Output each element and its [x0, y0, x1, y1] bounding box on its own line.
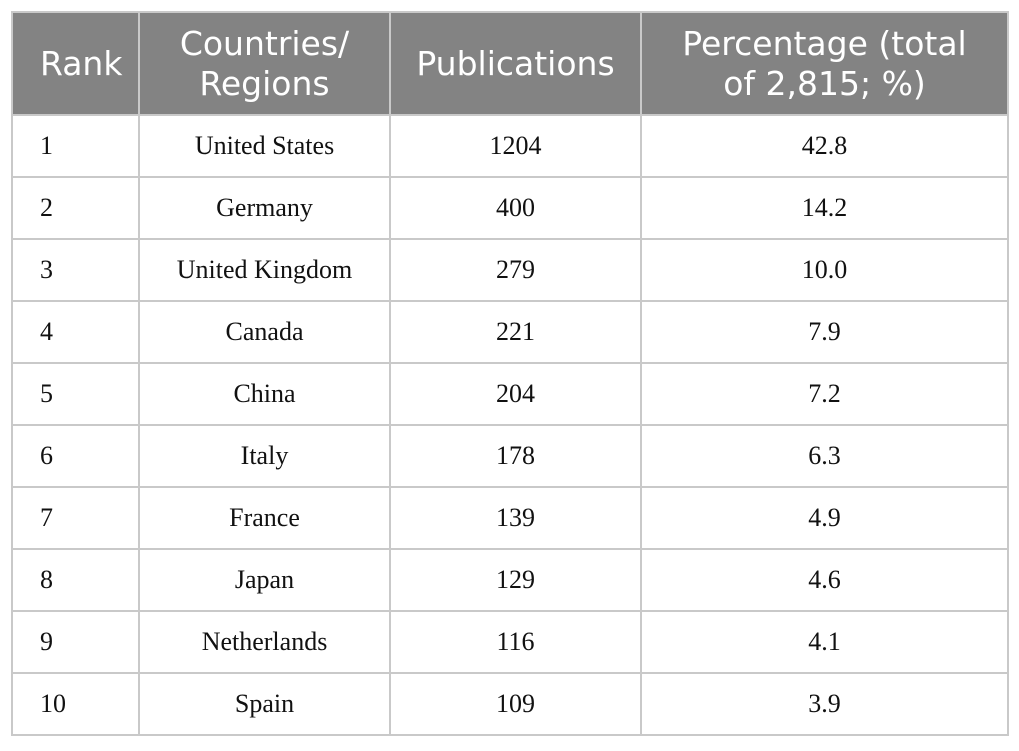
rank-cell: 7: [11, 486, 140, 550]
country-cell: Spain: [138, 672, 391, 736]
country-cell: France: [138, 486, 391, 550]
country-cell: United States: [138, 114, 391, 178]
publications-table: Rank Countries/ Regions Publications Per…: [11, 11, 1009, 736]
publications-cell: 116: [389, 610, 642, 674]
header-rank: Rank: [11, 11, 140, 116]
table-body: 1 United States 1204 42.8 2 Germany 400 14.2 3 Un…: [11, 114, 1009, 736]
publications-cell: 279: [389, 238, 642, 302]
rank-cell: 9: [11, 610, 140, 674]
country-cell: Italy: [138, 424, 391, 488]
rank-cell: 1: [11, 114, 140, 178]
percentage-cell: 3.9: [640, 672, 1009, 736]
country-cell: China: [138, 362, 391, 426]
header-percentage-line2: of 2,815; %): [723, 63, 926, 103]
header-percentage-line1: Percentage (total: [682, 23, 967, 63]
percentage-cell: 42.8: [640, 114, 1009, 178]
table-row: 2 Germany 400 14.2: [11, 176, 1009, 240]
country-cell: Japan: [138, 548, 391, 612]
header-publications: Publications: [389, 11, 642, 116]
country-cell: United Kingdom: [138, 238, 391, 302]
percentage-cell: 6.3: [640, 424, 1009, 488]
publications-cell: 109: [389, 672, 642, 736]
table-row: 1 United States 1204 42.8: [11, 114, 1009, 178]
table-row: 8 Japan 129 4.6: [11, 548, 1009, 612]
percentage-cell: 14.2: [640, 176, 1009, 240]
percentage-cell: 7.2: [640, 362, 1009, 426]
table-row: 3 United Kingdom 279 10.0: [11, 238, 1009, 302]
table-row: 4 Canada 221 7.9: [11, 300, 1009, 364]
rank-cell: 2: [11, 176, 140, 240]
table-header: Rank Countries/ Regions Publications Per…: [11, 11, 1009, 116]
table-row: 10 Spain 109 3.9: [11, 672, 1009, 736]
table-row: 6 Italy 178 6.3: [11, 424, 1009, 488]
header-countries-line2: Regions: [199, 63, 330, 103]
publications-cell: 400: [389, 176, 642, 240]
header-percentage: Percentage (total of 2,815; %): [640, 11, 1009, 116]
header-rank-label: Rank: [40, 43, 123, 83]
percentage-cell: 10.0: [640, 238, 1009, 302]
header-countries-line1: Countries/: [179, 23, 350, 63]
percentage-cell: 4.6: [640, 548, 1009, 612]
rank-cell: 5: [11, 362, 140, 426]
country-cell: Germany: [138, 176, 391, 240]
table-row: 7 France 139 4.9: [11, 486, 1009, 550]
table-row: 5 China 204 7.2: [11, 362, 1009, 426]
rank-cell: 8: [11, 548, 140, 612]
header-publications-label: Publications: [416, 43, 615, 83]
rank-cell: 10: [11, 672, 140, 736]
rank-cell: 4: [11, 300, 140, 364]
publications-cell: 139: [389, 486, 642, 550]
rank-cell: 3: [11, 238, 140, 302]
publications-cell: 178: [389, 424, 642, 488]
percentage-cell: 7.9: [640, 300, 1009, 364]
header-countries-regions: Countries/ Regions: [138, 11, 391, 116]
country-cell: Canada: [138, 300, 391, 364]
publications-cell: 1204: [389, 114, 642, 178]
percentage-cell: 4.1: [640, 610, 1009, 674]
publications-cell: 221: [389, 300, 642, 364]
percentage-cell: 4.9: [640, 486, 1009, 550]
header-row: Rank Countries/ Regions Publications Per…: [11, 11, 1009, 116]
publications-cell: 129: [389, 548, 642, 612]
table-row: 9 Netherlands 116 4.1: [11, 610, 1009, 674]
country-cell: Netherlands: [138, 610, 391, 674]
rank-cell: 6: [11, 424, 140, 488]
publications-cell: 204: [389, 362, 642, 426]
